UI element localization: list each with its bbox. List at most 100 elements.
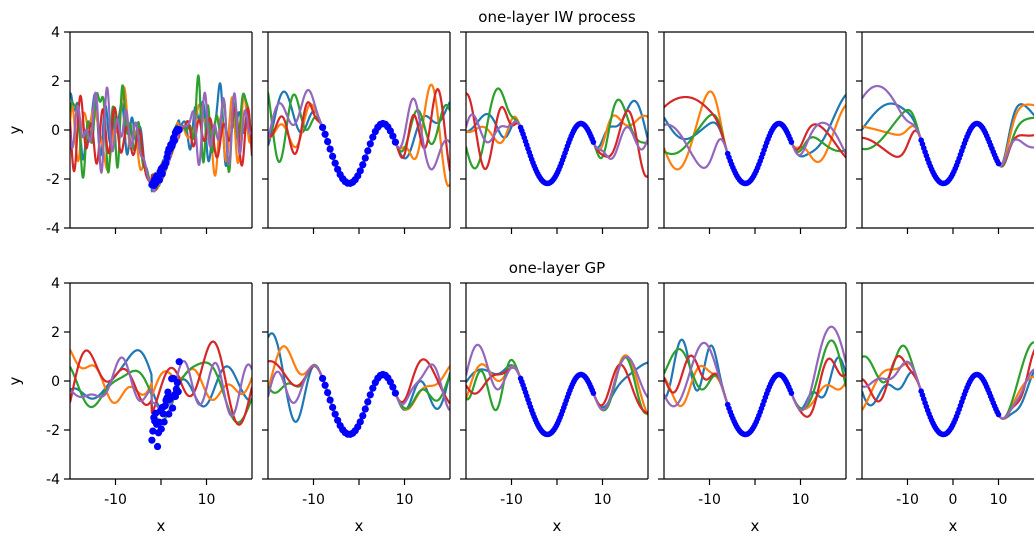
- observation-point: [158, 170, 166, 178]
- panel-r1-c0: -4 -2 0 2 4 -10 10 x y: [6, 276, 253, 535]
- observation-point: [391, 138, 399, 146]
- observation-point: [175, 126, 183, 134]
- observation-point: [319, 123, 327, 132]
- x-tick-label: 0: [949, 492, 958, 508]
- y-tick-label: 2: [51, 325, 60, 341]
- panels-group: -4 -2 0 2 4 y -4 -2 0 2 4 -10 10 x y -10 10 x -10 10 x -10 10 x…: [6, 25, 1034, 535]
- observation-point: [359, 412, 367, 420]
- y-tick-label: 0: [51, 374, 60, 390]
- observation-point: [326, 396, 334, 404]
- panel-plot-area: [664, 90, 846, 187]
- observation-point: [149, 427, 157, 435]
- panel-r0-c2: [460, 31, 649, 234]
- x-tick-label: -10: [896, 492, 919, 508]
- panel-plot-area: [862, 84, 1034, 187]
- x-tick-label: -10: [104, 492, 127, 508]
- observation-point: [164, 388, 172, 396]
- observation-point: [361, 405, 369, 413]
- y-tick-label: -2: [46, 172, 60, 188]
- observation-point: [389, 132, 397, 140]
- x-axis-label: x: [949, 517, 958, 535]
- observation-point: [995, 411, 1002, 418]
- observation-point: [356, 418, 364, 426]
- panel-r0-c3: [658, 31, 847, 234]
- panel-plot-area: [70, 340, 252, 451]
- observation-point: [175, 358, 183, 366]
- y-tick-label: 4: [51, 276, 60, 292]
- x-tick-label: 10: [396, 492, 414, 508]
- observation-point: [329, 403, 337, 411]
- x-tick-label: 10: [198, 492, 216, 508]
- y-tick-label: -4: [46, 221, 60, 237]
- x-axis-label: x: [355, 517, 364, 535]
- observation-point: [170, 137, 179, 145]
- row-title-top: one-layer IW process: [478, 8, 636, 26]
- observation-point: [995, 160, 1002, 167]
- panel-plot-area: [862, 341, 1034, 438]
- x-tick-label: 10: [990, 492, 1008, 508]
- panel-r0-c4: [856, 31, 1034, 234]
- observation-point: [391, 389, 399, 397]
- observation-point: [321, 381, 329, 389]
- y-tick-label: 4: [51, 25, 60, 41]
- observation-point: [321, 130, 329, 138]
- y-tick-label: -4: [46, 472, 60, 488]
- observation-point: [369, 384, 377, 392]
- observation-point: [359, 161, 367, 169]
- y-tick-label: 2: [51, 74, 60, 90]
- observation-point: [331, 159, 339, 167]
- panel-r1-c3: -10 10 x: [658, 282, 847, 535]
- panel-r1-c2: -10 10 x: [460, 282, 649, 535]
- observation-point: [324, 137, 332, 146]
- observation-point: [162, 159, 170, 167]
- y-axis-label: y: [6, 125, 24, 134]
- observation-point: [169, 404, 177, 412]
- observation-point: [369, 133, 377, 141]
- observation-point: [161, 402, 169, 410]
- observation-point: [329, 152, 337, 160]
- observation-point: [319, 374, 327, 383]
- panel-plot-area: [268, 332, 450, 438]
- x-tick-label: 10: [594, 492, 612, 508]
- observation-point: [788, 390, 795, 396]
- observation-point: [148, 436, 156, 444]
- observation-point: [366, 140, 374, 148]
- panel-r1-c1: -10 10 x: [262, 282, 451, 535]
- observation-point: [366, 391, 374, 399]
- y-tick-label: -2: [46, 423, 60, 439]
- observation-point: [361, 154, 369, 162]
- x-tick-label: 10: [792, 492, 810, 508]
- panel-plot-area: [664, 325, 846, 438]
- observation-point: [159, 410, 167, 418]
- x-tick-label: -10: [698, 492, 721, 508]
- panel-plot-area: [70, 74, 252, 193]
- observation-point: [326, 145, 334, 153]
- observation-point: [389, 383, 397, 391]
- observation-point: [173, 378, 181, 387]
- observation-point: [364, 398, 372, 406]
- row-title-bottom: one-layer GP: [509, 259, 605, 277]
- observation-point: [165, 410, 173, 418]
- x-axis-label: x: [553, 517, 562, 535]
- y-tick-label: 0: [51, 123, 60, 139]
- observation-point: [160, 418, 168, 426]
- panel-plot-area: [268, 83, 450, 188]
- observation-point: [788, 139, 795, 145]
- series-line-4: [70, 340, 252, 426]
- panel-plot-area: [466, 87, 648, 187]
- panel-r0-c0: -4 -2 0 2 4 y: [6, 25, 253, 237]
- panel-r1-c4: -10 0 10 x: [856, 282, 1034, 535]
- observation-point: [590, 139, 597, 145]
- observation-point: [153, 442, 162, 451]
- observation-point: [157, 425, 165, 433]
- observation-point: [356, 167, 364, 175]
- observation-point: [590, 390, 597, 396]
- observation-point: [174, 388, 182, 396]
- x-axis-label: x: [751, 517, 760, 535]
- observation-point: [155, 176, 164, 184]
- observation-point: [331, 410, 339, 418]
- panel-plot-area: [466, 343, 648, 438]
- observation-point: [324, 388, 332, 397]
- x-tick-label: -10: [500, 492, 523, 508]
